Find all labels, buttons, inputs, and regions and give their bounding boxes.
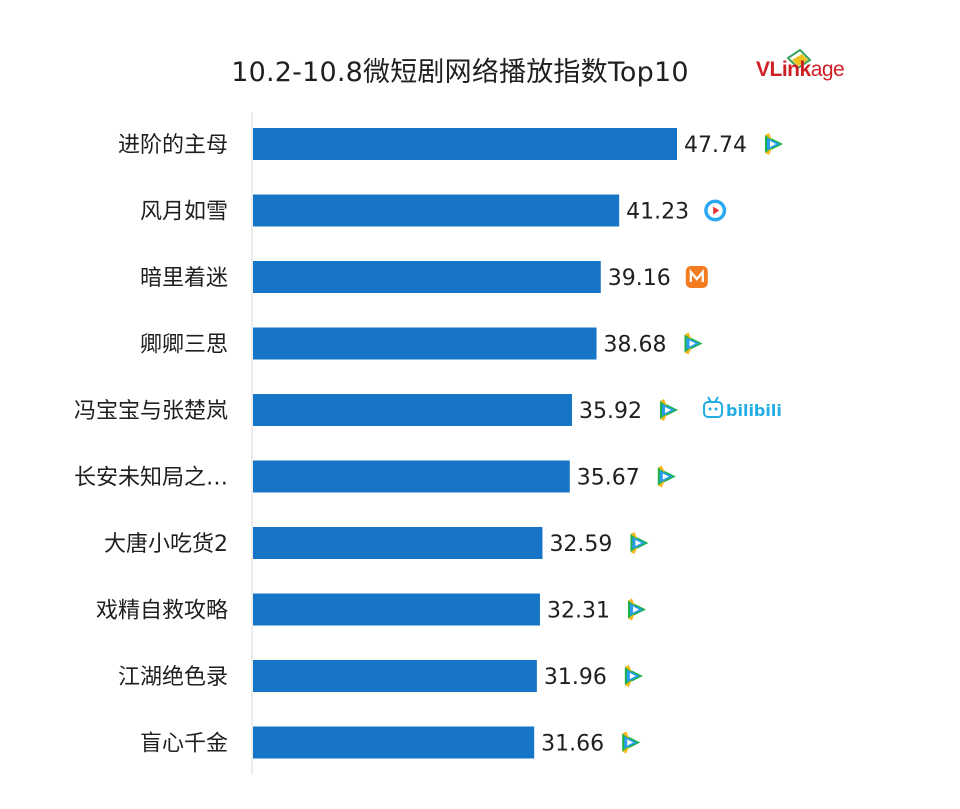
value-label: 39.16 xyxy=(608,266,671,291)
bar xyxy=(253,460,570,493)
value-label: 32.59 xyxy=(549,532,612,557)
value-label: 31.96 xyxy=(544,665,607,690)
brand-text-light: age xyxy=(810,58,845,81)
bar xyxy=(253,327,597,360)
bilibili-logo: bilibili xyxy=(703,396,782,420)
bar xyxy=(253,527,543,559)
value-label: 47.74 xyxy=(684,133,747,158)
category-label: 暗里着迷 xyxy=(140,266,228,291)
category-label: 进阶的主母 xyxy=(118,133,228,158)
bar xyxy=(253,660,537,692)
value-label: 31.66 xyxy=(541,732,604,757)
category-label: 风月如雪 xyxy=(140,200,228,225)
tencent-video-icon xyxy=(684,332,703,355)
tencent-video-icon xyxy=(657,465,676,488)
tencent-video-icon xyxy=(624,665,643,687)
tencent-video-icon xyxy=(627,598,646,621)
bar xyxy=(253,194,620,227)
vlinkage-wordmark: VLinkage xyxy=(756,58,845,82)
value-label: 32.31 xyxy=(547,599,610,624)
category-label: 大唐小吃货2 xyxy=(104,532,228,557)
tencent-video-icon xyxy=(660,399,679,421)
bar xyxy=(253,726,535,759)
bar xyxy=(253,593,540,626)
youku-icon xyxy=(704,199,727,222)
vlinkage-logo-mark xyxy=(786,48,812,70)
value-label: 38.68 xyxy=(604,333,667,358)
value-label: 41.23 xyxy=(626,200,689,225)
category-label: 戏精自救攻略 xyxy=(96,599,228,624)
tencent-video-icon xyxy=(622,731,641,754)
vlinkage-logo: VLinkage xyxy=(756,48,866,90)
category-label: 盲心千金 xyxy=(140,732,228,757)
bilibili-text: bilibili xyxy=(726,401,782,420)
category-label: 卿卿三思 xyxy=(140,333,228,358)
category-label: 冯宝宝与张楚岚 xyxy=(74,399,228,424)
bar xyxy=(253,261,601,293)
value-label: 35.67 xyxy=(577,466,640,491)
category-label: 江湖绝色录 xyxy=(118,665,228,690)
category-label: 长安未知局之… xyxy=(74,466,228,491)
bar xyxy=(253,128,677,160)
tencent-video-icon xyxy=(630,532,649,554)
brand-text-bold: VLink xyxy=(756,58,811,81)
value-label: 35.92 xyxy=(579,399,642,424)
bar xyxy=(253,394,573,426)
chart-title: 10.2-10.8微短剧网络播放指数Top10 xyxy=(231,57,689,88)
tencent-video-icon xyxy=(765,133,783,155)
mango-tv-icon xyxy=(685,266,708,288)
